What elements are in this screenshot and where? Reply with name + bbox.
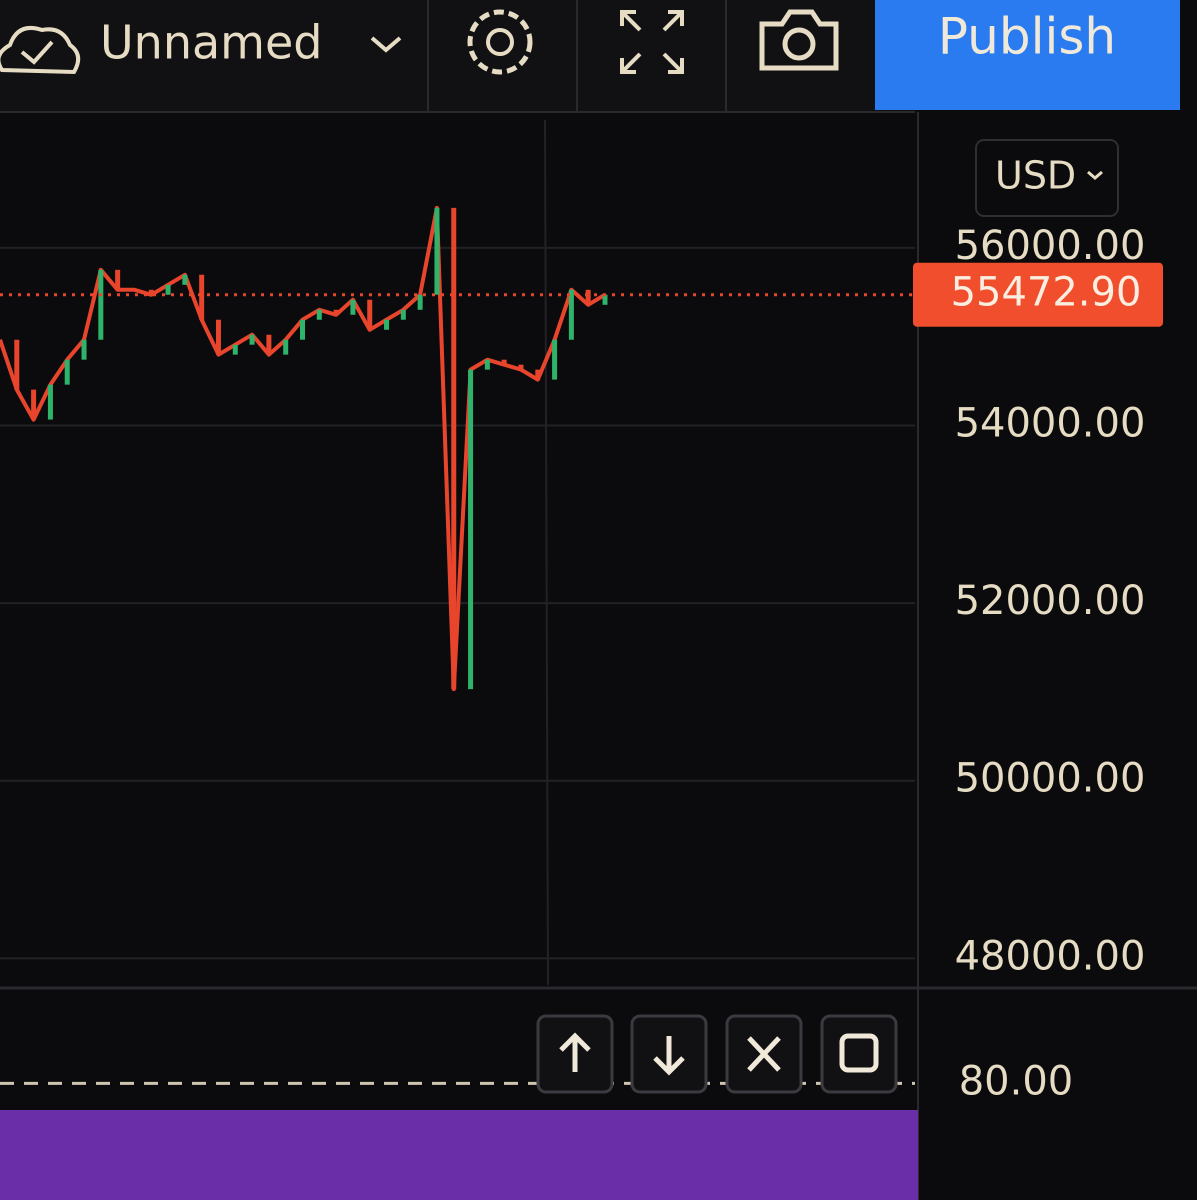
layout-name: Unnamed bbox=[100, 16, 322, 70]
close-icon bbox=[747, 1036, 781, 1072]
current-price-box bbox=[913, 262, 1163, 327]
button-bg bbox=[820, 1014, 898, 1094]
up-icon bbox=[559, 1032, 591, 1072]
layout-menu[interactable]: Unnamed bbox=[0, 16, 402, 75]
indicator-tick-label: 80.00 bbox=[959, 1058, 1074, 1104]
camera-icon bbox=[759, 9, 839, 71]
move-up-button[interactable] bbox=[536, 1014, 614, 1094]
currency-label: USD bbox=[995, 154, 1076, 198]
camera-lens bbox=[782, 27, 816, 61]
indicator-band bbox=[0, 1110, 918, 1200]
y-tick-label: 50000.00 bbox=[955, 756, 1146, 802]
gear-icon bbox=[467, 9, 533, 75]
publish-label: Publish bbox=[938, 8, 1116, 66]
maximize-icon bbox=[839, 1033, 879, 1073]
y-tick-label: 56000.00 bbox=[955, 223, 1146, 269]
pane-buttons bbox=[536, 1014, 898, 1094]
grid-line-vertical bbox=[544, 119, 549, 986]
current-price-label: 55472.90 bbox=[951, 270, 1142, 316]
y-tick-label: 52000.00 bbox=[955, 578, 1146, 624]
fullscreen-icon bbox=[620, 10, 684, 74]
close-button[interactable] bbox=[725, 1014, 803, 1094]
publish-button[interactable]: Publish bbox=[875, 0, 1180, 110]
price-line bbox=[0, 205, 607, 692]
dropdown-arrow bbox=[370, 36, 402, 53]
dropdown-arrow bbox=[1087, 170, 1103, 180]
check-icon bbox=[20, 40, 54, 65]
y-tick-label: 48000.00 bbox=[955, 933, 1146, 979]
publish-bg bbox=[875, 0, 1180, 110]
currency-box bbox=[975, 139, 1119, 217]
currency-select[interactable]: USD bbox=[975, 139, 1119, 217]
y-tick-label: 54000.00 bbox=[955, 401, 1146, 447]
gear-center bbox=[486, 28, 514, 56]
maximize-button[interactable] bbox=[820, 1014, 898, 1094]
snapshot-button[interactable] bbox=[759, 9, 839, 71]
settings-button[interactable] bbox=[467, 9, 533, 75]
fullscreen-button[interactable] bbox=[620, 10, 684, 74]
down-icon bbox=[653, 1036, 685, 1076]
move-down-button[interactable] bbox=[630, 1014, 708, 1094]
cloud-icon bbox=[0, 25, 81, 75]
